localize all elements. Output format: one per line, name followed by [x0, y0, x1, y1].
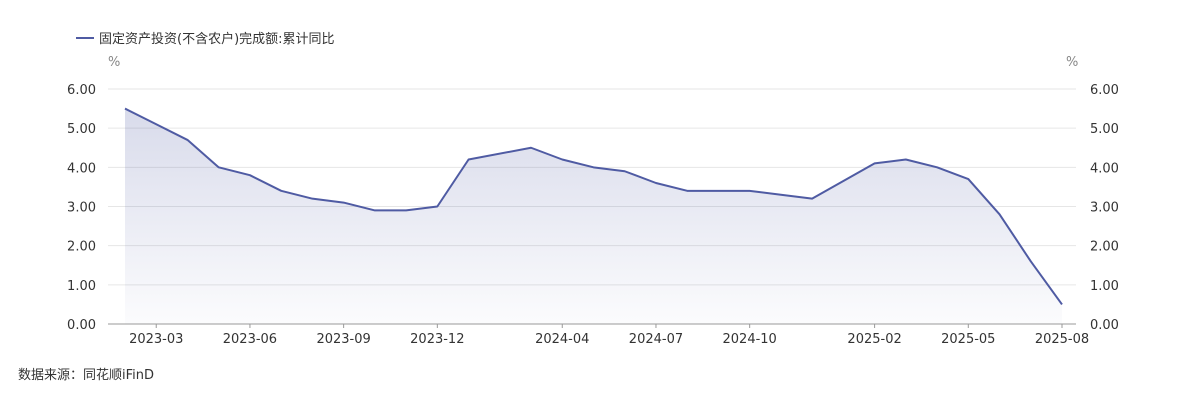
data-point-2023-11: [404, 208, 408, 212]
y-tick-label-right: 4.00: [1090, 161, 1119, 176]
y-axis-unit-right: %: [1066, 55, 1078, 70]
y-axis-right: 0.00 1.00 2.00 3.00 4.00 5.00 6.00: [1090, 83, 1119, 333]
data-source-label: 数据来源：同花顺iFinD: [18, 368, 155, 383]
data-point-2025-02: [873, 161, 877, 165]
x-axis: 2023-03 2023-06 2023-09 2023-12 2024-04 2024-…: [129, 324, 1089, 347]
x-tick-label: 2023-03: [129, 332, 183, 347]
data-point-2023-05: [217, 165, 221, 169]
data-point-2024-05: [592, 165, 596, 169]
x-tick-label: 2023-12: [410, 332, 464, 347]
data-point-2024-10: [748, 189, 752, 193]
data-point-2024-08: [685, 189, 689, 193]
y-tick-label-left: 6.00: [67, 83, 96, 98]
data-point-2023-10: [373, 208, 377, 212]
y-tick-label-right: 0.00: [1090, 318, 1119, 333]
data-point-2025-05: [966, 177, 970, 181]
y-tick-label-right: 2.00: [1090, 240, 1119, 255]
data-point-2024-04: [560, 158, 564, 162]
y-tick-label-right: 6.00: [1090, 83, 1119, 98]
legend-label: 固定资产投资(不含农户)完成额:累计同比: [99, 31, 335, 47]
x-tick-label: 2025-05: [941, 332, 995, 347]
data-point-2025-06: [998, 212, 1002, 216]
legend[interactable]: 固定资产投资(不含农户)完成额:累计同比: [76, 31, 335, 47]
y-axis-left: 0.00 1.00 2.00 3.00 4.00 5.00 6.00: [67, 83, 96, 333]
data-point-2023-02: [123, 107, 127, 111]
data-point-2023-09: [342, 201, 346, 205]
data-point-2023-08: [310, 197, 314, 201]
data-point-2024-03: [529, 146, 533, 150]
x-tick-label: 2024-04: [535, 332, 589, 347]
y-tick-label-right: 3.00: [1090, 201, 1119, 216]
y-tick-label-left: 3.00: [67, 201, 96, 216]
data-point-2023-04: [185, 138, 189, 142]
y-tick-label-left: 5.00: [67, 122, 96, 137]
data-point-2023-06: [248, 173, 252, 177]
data-point-2024-09: [716, 189, 720, 193]
y-tick-label-left: 0.00: [67, 318, 96, 333]
data-point-2024-12: [810, 197, 814, 201]
data-point-2023-12: [435, 205, 439, 209]
data-point-2024-06: [623, 169, 627, 173]
y-tick-label-left: 2.00: [67, 240, 96, 255]
series-area-fill: [125, 108, 1062, 324]
data-point-2025-04: [935, 165, 939, 169]
y-tick-label-left: 4.00: [67, 161, 96, 176]
y-tick-label-right: 5.00: [1090, 122, 1119, 137]
data-point-2024-01: [467, 158, 471, 162]
y-axis-unit-left: %: [108, 55, 120, 70]
x-tick-label: 2024-10: [723, 332, 777, 347]
series-line[interactable]: [124, 107, 1063, 306]
data-point-2025-07: [1029, 259, 1033, 263]
x-tick-label: 2024-07: [629, 332, 683, 347]
data-point-2025-03: [904, 158, 908, 162]
data-point-2023-07: [279, 189, 283, 193]
y-tick-label-left: 1.00: [67, 279, 96, 294]
data-point-2024-11: [779, 193, 783, 197]
y-tick-label-right: 1.00: [1090, 279, 1119, 294]
x-tick-label: 2025-02: [847, 332, 901, 347]
data-point-2024-07: [654, 181, 658, 185]
x-tick-label: 2023-09: [316, 332, 370, 347]
x-tick-label: 2025-08: [1035, 332, 1089, 347]
data-point-2023-03: [154, 122, 158, 126]
data-point-2025-08: [1060, 302, 1064, 306]
x-tick-label: 2023-06: [223, 332, 277, 347]
